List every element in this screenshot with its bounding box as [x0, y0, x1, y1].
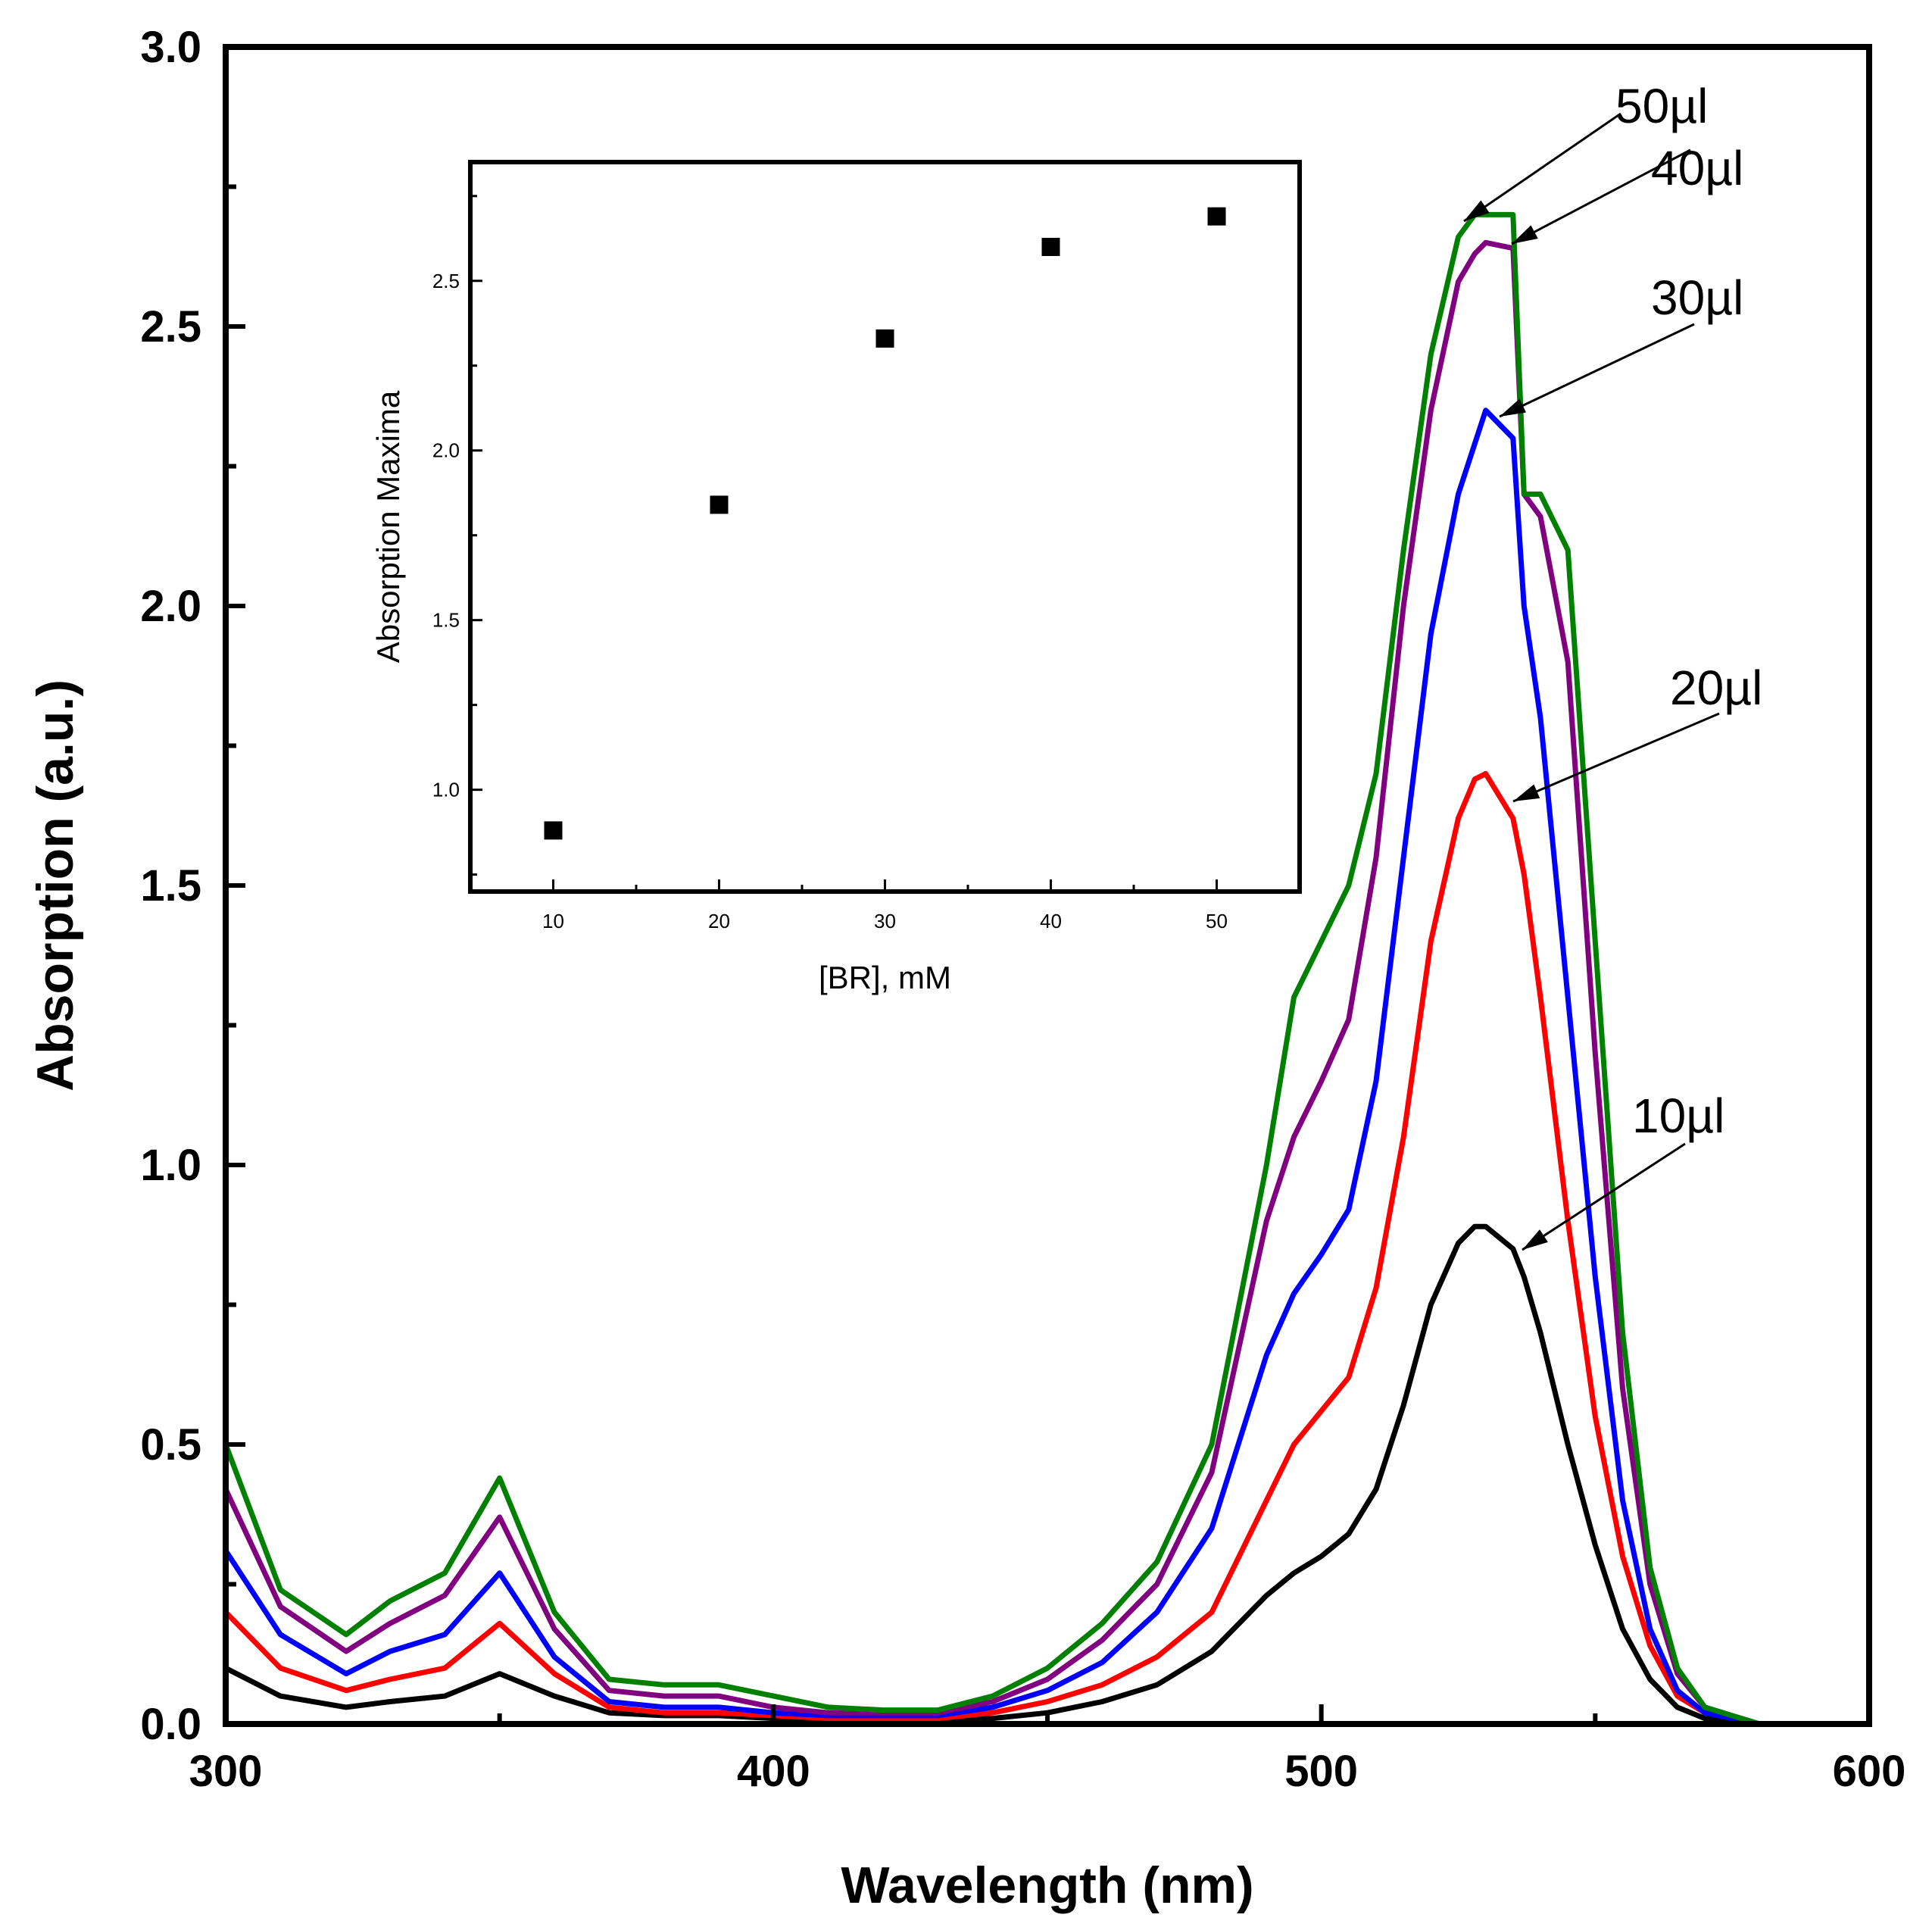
inset-y-tick-label: 2.5: [432, 270, 460, 292]
inset-x-tick-label: 40: [1040, 910, 1062, 932]
x-axis-title: Wavelength (nm): [841, 1857, 1253, 1914]
inset-x-tick-label: 30: [874, 910, 896, 932]
curve-label: 50µl: [1615, 79, 1708, 133]
y-tick-label: 0.0: [140, 1700, 201, 1749]
inset-y-axis-title: Absorption Maxima: [370, 390, 406, 663]
spectrum-line-30ul: [223, 408, 1869, 1727]
annotation-arrow-line: [1511, 148, 1691, 245]
x-tick-label: 400: [737, 1747, 810, 1796]
inset-data-point: [875, 329, 894, 348]
x-tick-label: 300: [189, 1747, 263, 1796]
inset-x-axis-title: [BR], mM: [819, 960, 951, 995]
spectrum-line-50ul: [223, 211, 1869, 1727]
inset-data-point: [544, 821, 563, 840]
annotation-arrow-head: [1500, 398, 1527, 417]
x-tick-label: 500: [1284, 1747, 1358, 1796]
inset-data-point: [1041, 237, 1060, 256]
spectrum-line-40ul: [223, 239, 1869, 1727]
y-tick-label: 0.5: [140, 1420, 201, 1469]
y-tick-label: 3.0: [140, 23, 201, 72]
y-tick-label: 2.5: [140, 302, 201, 351]
annotation-arrow-line: [1512, 712, 1720, 803]
y-tick-label: 1.0: [140, 1141, 201, 1190]
inset-y-tick-label: 1.0: [432, 779, 460, 801]
x-tick-label: 600: [1833, 1747, 1906, 1796]
inset-data-point: [710, 495, 729, 514]
inset-x-tick-label: 20: [708, 910, 730, 932]
y-tick-label: 1.5: [140, 861, 201, 910]
inset-plot: 10 20 30 40 50 1.0 1.5 2.0 2.5 [BR], mM Absorption…: [370, 160, 1302, 995]
annotation-arrow-head: [1464, 200, 1490, 221]
annotation-arrow-head: [1512, 225, 1538, 244]
annotation-arrow-head: [1513, 784, 1540, 801]
main-plot: 300 400 500 600 0.0 0.5 1.0 1.5 2.0 2.5 3.0 Wavelen…: [27, 23, 1905, 1914]
annotation-arrow-line: [1463, 112, 1621, 223]
annotation-arrow-head: [1522, 1229, 1548, 1250]
curve-label: 20µl: [1670, 661, 1762, 715]
y-axis-title: Absorption (a.u.): [27, 679, 84, 1092]
annotation-arrow-line: [1499, 323, 1695, 418]
inset-y-tick-label: 2.0: [432, 439, 460, 462]
spectrum-line-20ul: [223, 770, 1869, 1727]
inset-x-tick-label: 10: [542, 910, 564, 932]
curve-label: 40µl: [1651, 141, 1743, 195]
spectrum-line-10ul: [224, 1223, 1869, 1727]
annotation-arrow-line: [1522, 1142, 1686, 1251]
annotations: 10µl 20µl 30µl 40µl 50µl: [1463, 79, 1762, 1251]
inset-data-point: [1207, 207, 1226, 226]
curve-label: 30µl: [1651, 270, 1743, 325]
inset-y-tick-label: 1.5: [432, 609, 460, 632]
inset-x-tick-label: 50: [1206, 910, 1228, 932]
curve-label: 10µl: [1632, 1088, 1724, 1143]
y-tick-label: 2.0: [140, 582, 201, 631]
